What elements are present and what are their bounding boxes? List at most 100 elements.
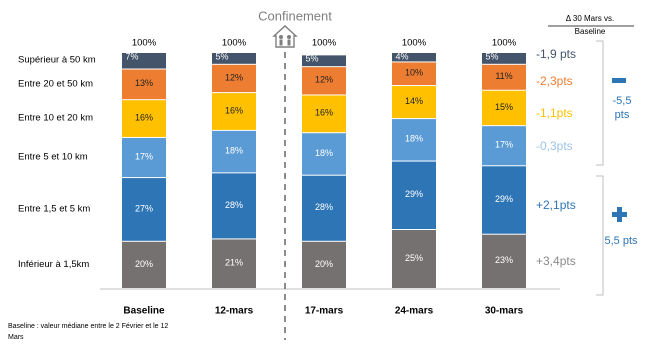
delta-value-0: -1,9 pts [536, 47, 576, 61]
bar-segment-3-4 [392, 62, 436, 86]
bar-segment-2-1 [302, 175, 346, 241]
bar-segment-2-2 [302, 133, 346, 175]
bar-label-1-4: 12% [225, 72, 243, 82]
category-label-4: 30-mars [485, 306, 524, 317]
bar-label-0-0: 20% [135, 259, 153, 269]
bar-segment-1-0 [212, 239, 256, 288]
bar-segment-4-0 [482, 234, 526, 288]
total-label-1: 100% [222, 38, 247, 49]
plus-icon [617, 207, 622, 222]
bar-label-1-5: 5% [215, 51, 228, 61]
bar-segment-3-0 [392, 230, 436, 288]
group-plus-line: 5,5 pts [604, 235, 638, 247]
bar-segment-4-1 [482, 166, 526, 234]
bar-segment-2-0 [302, 241, 346, 288]
bar-label-3-5: 4% [395, 51, 408, 61]
series-label-3: Entre 10 et 20 km [18, 113, 93, 124]
bar-label-1-1: 28% [225, 200, 243, 210]
bar-label-0-4: 13% [135, 78, 153, 88]
delta-value-5: +3,4pts [536, 254, 576, 268]
bar-label-2-1: 28% [315, 202, 333, 212]
bar-segment-4-2 [482, 126, 526, 166]
bar-segment-0-4 [122, 69, 166, 100]
bar-segment-1-4 [212, 64, 256, 93]
footnote-line-2: Mars [8, 334, 24, 341]
bar-label-0-2: 17% [135, 151, 153, 161]
bar-label-3-3: 14% [405, 96, 423, 106]
category-label-2: 17-mars [305, 306, 344, 317]
category-label-0: Baseline [123, 306, 165, 317]
footnote-line-1: Baseline : valeur médiane entre le 2 Fév… [8, 323, 168, 330]
bar-label-4-3: 15% [495, 102, 513, 112]
bar-segment-0-3 [122, 100, 166, 137]
home-icon [272, 25, 298, 48]
bar-segment-2-4 [302, 67, 346, 95]
bar-label-4-5: 5% [485, 51, 498, 61]
bar-segment-0-0 [122, 241, 166, 288]
bar-label-4-2: 17% [495, 140, 513, 150]
group-minus-line-2: pts [615, 109, 630, 121]
bar-label-2-2: 18% [315, 148, 333, 158]
series-label-4: Entre 20 et 50 km [18, 78, 93, 89]
bar-segment-1-2 [212, 130, 256, 173]
bar-label-3-4: 10% [405, 68, 423, 78]
bar-label-0-3: 16% [135, 112, 153, 122]
bar-label-2-4: 12% [315, 75, 333, 85]
person-icon [279, 39, 283, 46]
group-minus-line-1: -5,5 [613, 95, 632, 107]
bar-label-2-3: 16% [315, 108, 333, 118]
confinement-title: Confinement [258, 8, 332, 23]
series-label-0: Inférieur à 1,5km [18, 259, 89, 270]
bar-segment-2-5 [302, 55, 346, 67]
bar-label-2-5: 5% [305, 54, 318, 64]
group-bracket-bottom [596, 175, 604, 296]
bar-label-0-1: 27% [135, 203, 153, 213]
bar-label-1-0: 21% [225, 258, 243, 268]
category-label-1: 12-mars [215, 306, 254, 317]
bar-label-1-3: 16% [225, 105, 243, 115]
delta-value-2: -1,1pts [536, 106, 573, 120]
bar-segment-4-5 [482, 53, 526, 64]
series-label-1: Entre 1,5 et 5 km [18, 203, 90, 214]
delta-value-3: -0,3pts [536, 139, 573, 153]
bar-segment-0-2 [122, 137, 166, 178]
bar-segment-3-2 [392, 119, 436, 161]
total-label-3: 100% [402, 38, 427, 49]
bar-segment-3-1 [392, 161, 436, 229]
bar-label-4-1: 29% [495, 194, 513, 204]
delta-header-line-2: Baseline [575, 27, 606, 36]
bar-segment-0-5 [122, 53, 166, 69]
bar-label-3-2: 18% [405, 134, 423, 144]
bar-segment-3-5 [392, 53, 436, 62]
bar-label-4-0: 23% [495, 255, 513, 265]
minus-icon [612, 78, 626, 83]
bar-segment-1-1 [212, 173, 256, 239]
delta-value-1: -2,3pts [536, 74, 573, 88]
person-icon [287, 39, 291, 46]
bar-segment-1-5 [212, 53, 256, 64]
bar-label-2-0: 20% [315, 259, 333, 269]
bar-segment-4-4 [482, 64, 526, 90]
bar-segment-1-3 [212, 93, 256, 130]
total-label-0: 100% [132, 38, 157, 49]
bar-segment-4-3 [482, 90, 526, 126]
delta-value-4: +2,1pts [536, 198, 576, 212]
bar-label-1-2: 18% [225, 145, 243, 155]
series-label-2: Entre 5 et 10 km [18, 152, 88, 163]
category-label-3: 24-mars [395, 306, 434, 317]
group-bracket-top [596, 40, 604, 166]
bar-label-3-1: 29% [405, 189, 423, 199]
bar-segment-2-3 [302, 95, 346, 133]
bar-label-0-5: 7% [125, 51, 138, 61]
delta-header-line-1: Δ 30 Mars vs. [566, 14, 614, 23]
series-label-5: Supérieur à 50 km [18, 55, 96, 66]
person-icon [287, 35, 291, 39]
bar-label-3-0: 25% [405, 253, 423, 263]
total-label-4: 100% [492, 38, 517, 49]
person-icon [279, 35, 283, 39]
total-label-2: 100% [312, 38, 337, 49]
bar-segment-3-3 [392, 86, 436, 119]
bar-label-4-4: 11% [495, 71, 512, 81]
